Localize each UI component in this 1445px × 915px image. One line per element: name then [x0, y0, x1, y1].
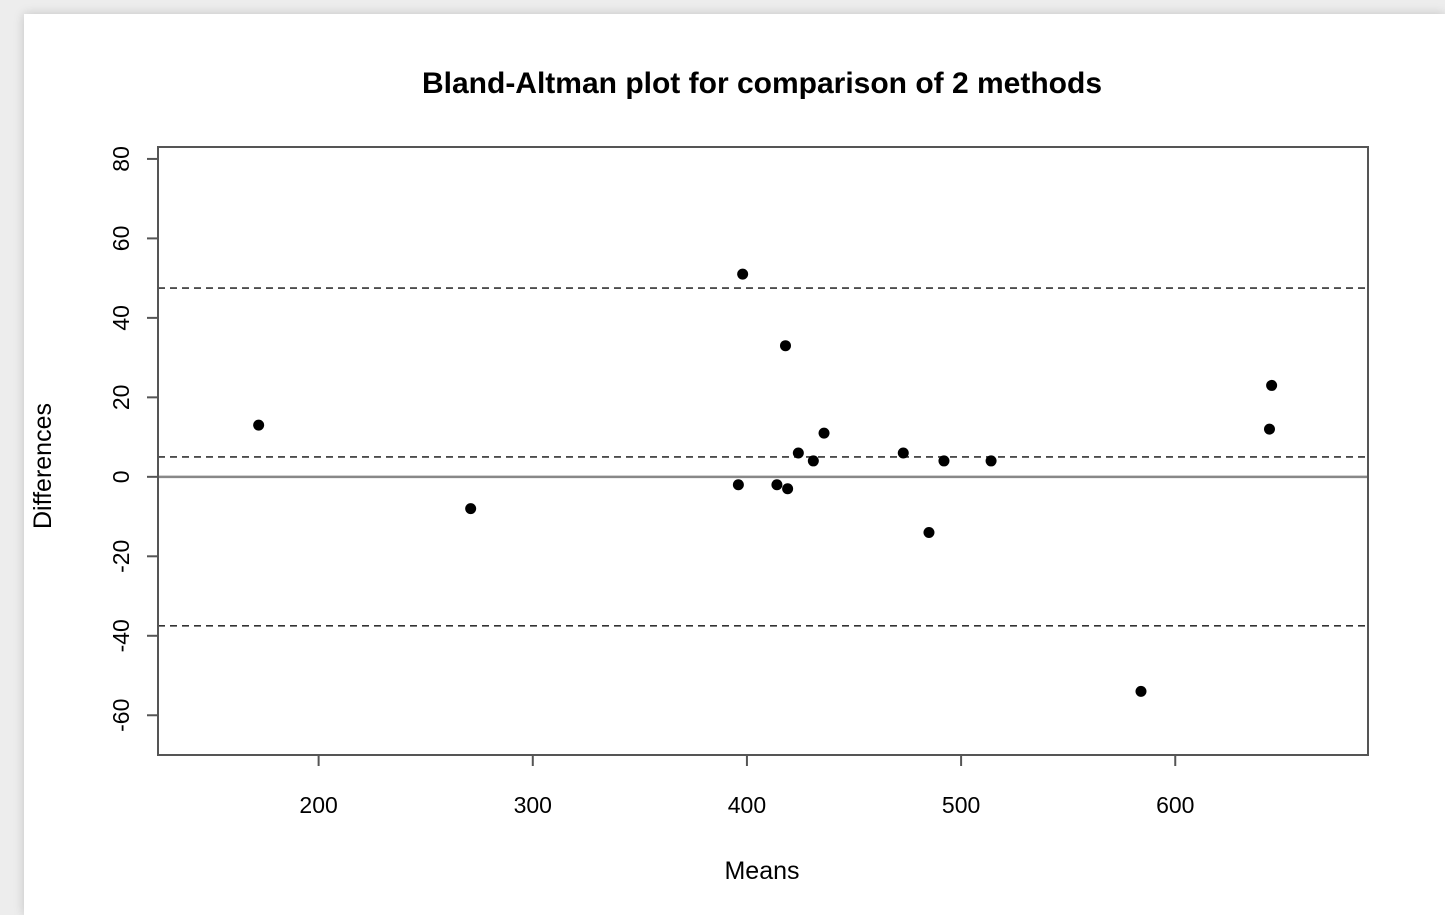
- y-tick-label: 80: [108, 146, 134, 172]
- x-tick-label: 400: [728, 792, 766, 818]
- data-point: [1135, 685, 1147, 697]
- y-tick-label: 40: [108, 305, 134, 331]
- x-axis: 200 300 400 500 600: [299, 755, 1194, 818]
- plot-frame: [157, 146, 1369, 756]
- data-point: [1266, 379, 1278, 391]
- y-tick-label: -40: [108, 619, 134, 652]
- x-axis-label: Means: [724, 857, 799, 885]
- data-point: [897, 447, 909, 459]
- data-point: [465, 503, 477, 515]
- y-tick-label: -60: [108, 699, 134, 732]
- x-tick-label: 300: [514, 792, 552, 818]
- data-points: [253, 268, 1278, 697]
- y-axis: -60 -40 -20 0 20 40 60 80: [108, 146, 159, 732]
- data-point: [807, 455, 819, 467]
- data-point: [732, 479, 744, 491]
- x-tick-label: 600: [1156, 792, 1194, 818]
- x-tick-label: 200: [299, 792, 337, 818]
- y-tick-label: -20: [108, 540, 134, 573]
- data-point: [782, 483, 794, 495]
- y-tick-label: 0: [108, 470, 134, 483]
- reference-lines: [158, 287, 1368, 627]
- data-point: [779, 340, 791, 352]
- bland-altman-chart: Bland-Altman plot for comparison of 2 me…: [29, 67, 1369, 885]
- data-point: [938, 455, 950, 467]
- data-point: [771, 479, 783, 491]
- data-point: [792, 447, 804, 459]
- data-point: [253, 419, 265, 431]
- data-point: [923, 526, 935, 538]
- x-tick-label: 500: [942, 792, 980, 818]
- data-point: [737, 268, 749, 280]
- plot-window: Bland-Altman plot for comparison of 2 me…: [24, 14, 1445, 915]
- y-tick-label: 20: [108, 385, 134, 411]
- y-tick-label: 60: [108, 226, 134, 252]
- data-point: [818, 427, 830, 439]
- data-point: [985, 455, 997, 467]
- chart-title: Bland-Altman plot for comparison of 2 me…: [422, 67, 1102, 100]
- data-point: [1263, 423, 1275, 435]
- y-axis-label: Differences: [29, 403, 57, 529]
